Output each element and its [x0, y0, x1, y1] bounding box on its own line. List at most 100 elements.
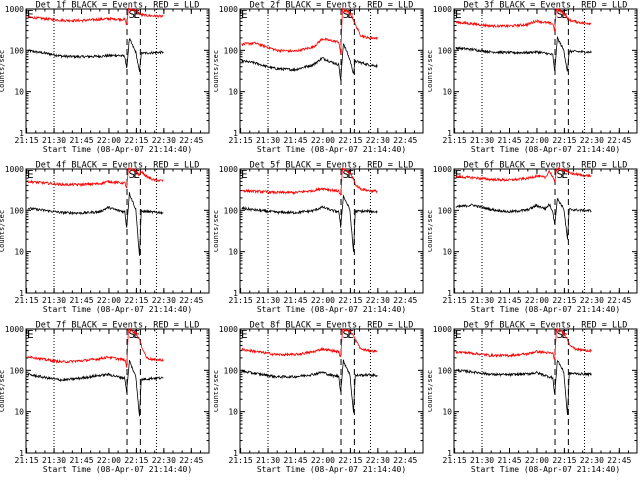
y-tick-label: 1	[447, 129, 452, 138]
x-tick-label: 21:15	[15, 296, 39, 305]
marker-e-label: E	[27, 8, 34, 21]
plot-frame	[453, 328, 638, 454]
y-axis-label: Counts/sec	[214, 50, 220, 92]
marker-e-label: E	[241, 168, 248, 181]
chart-panel-4: Det 4f BLACK = Events, RED = LLD 1 10 100 10…	[0, 161, 210, 314]
marker-s-label: S	[557, 168, 564, 181]
y-tick-label: 1	[233, 129, 238, 138]
x-tick-label: 22:30	[580, 456, 604, 465]
x-axis-label: Start Time (08-Apr-07 21:14:40)	[43, 465, 192, 474]
y-tick-label: 1	[233, 289, 238, 298]
chart-panel-8: Det 8f BLACK = Events, RED = LLD 1 10 100 10…	[214, 321, 424, 474]
events-series-line	[241, 43, 378, 81]
y-tick-label: 10	[442, 88, 452, 97]
events-series-line	[455, 360, 592, 416]
events-series-line	[241, 359, 378, 413]
marker-e-label: E	[27, 328, 34, 341]
y-tick-label: 10	[442, 248, 452, 257]
plot-frame	[239, 168, 424, 294]
y-tick-label: 1	[447, 289, 452, 298]
y-tick-label: 100	[224, 46, 239, 55]
x-tick-label: 22:45	[179, 296, 203, 305]
x-tick-label: 22:45	[393, 456, 417, 465]
y-axis-label: Counts/sec	[428, 50, 434, 92]
x-tick-label: 22:30	[580, 136, 604, 145]
x-tick-label: 22:30	[366, 296, 390, 305]
lld-series-line	[455, 7, 592, 32]
chart-title: Det 2f BLACK = Events, RED = LLD	[250, 1, 414, 11]
y-tick-label: 1	[19, 289, 24, 298]
x-tick-label: 21:45	[283, 456, 307, 465]
chart-panel-5: Det 5f BLACK = Events, RED = LLD 1 10 100 10…	[214, 161, 424, 314]
events-series-line	[241, 194, 378, 252]
chart-panel-2: Det 2f BLACK = Events, RED = LLD 1 10 100 10…	[214, 1, 424, 154]
y-tick-label: 100	[10, 366, 25, 375]
x-tick-label: 21:15	[15, 456, 39, 465]
x-tick-label: 21:45	[69, 456, 93, 465]
marker-s-label: S	[129, 328, 136, 341]
chart-title: Det 5f BLACK = Events, RED = LLD	[250, 161, 414, 171]
x-tick-label: 21:15	[443, 296, 467, 305]
y-tick-label: 1000	[219, 5, 238, 14]
x-tick-label: 22:45	[607, 136, 631, 145]
y-tick-label: 10	[442, 408, 452, 417]
x-tick-label: 21:15	[15, 136, 39, 145]
y-tick-label: 100	[438, 46, 453, 55]
lld-series-line	[455, 166, 592, 183]
chart-panel-6: Det 6f BLACK = Events, RED = LLD 1 10 100 10…	[428, 161, 638, 314]
x-tick-label: 21:45	[283, 296, 307, 305]
x-axis-label: Start Time (08-Apr-07 21:14:40)	[471, 465, 620, 474]
x-tick-label: 22:00	[525, 296, 549, 305]
plot-frame	[25, 8, 210, 134]
x-tick-label: 21:15	[229, 136, 253, 145]
y-tick-label: 10	[14, 248, 24, 257]
x-tick-label: 22:45	[607, 296, 631, 305]
chart-title: Det 1f BLACK = Events, RED = LLD	[36, 1, 200, 11]
lld-series-line	[27, 327, 164, 368]
x-tick-label: 21:30	[470, 456, 494, 465]
marker-e-label: E	[347, 328, 354, 341]
x-tick-label: 22:45	[179, 456, 203, 465]
x-tick-label: 22:15	[338, 136, 362, 145]
x-axis-label: Start Time (08-Apr-07 21:14:40)	[257, 305, 406, 314]
y-tick-label: 1	[19, 129, 24, 138]
x-tick-label: 22:15	[552, 456, 576, 465]
x-axis-label: Start Time (08-Apr-07 21:14:40)	[471, 305, 620, 314]
events-series-line	[455, 198, 592, 240]
x-tick-label: 22:15	[552, 136, 576, 145]
x-tick-label: 21:45	[69, 296, 93, 305]
y-tick-label: 1	[233, 449, 238, 458]
marker-s-label: S	[129, 168, 136, 181]
plot-frame	[25, 328, 210, 454]
x-tick-label: 22:00	[525, 136, 549, 145]
x-tick-label: 22:00	[311, 136, 335, 145]
plot-frame	[453, 8, 638, 134]
y-tick-label: 1000	[433, 165, 452, 174]
x-axis-label: Start Time (08-Apr-07 21:14:40)	[43, 305, 192, 314]
marker-e-label: E	[241, 8, 248, 21]
lld-series-line	[241, 328, 378, 357]
x-tick-label: 21:30	[470, 296, 494, 305]
marker-s-label: S	[343, 8, 350, 21]
x-tick-label: 22:00	[97, 136, 121, 145]
lld-series-line	[241, 7, 378, 55]
x-tick-label: 21:15	[229, 296, 253, 305]
x-tick-label: 21:30	[256, 456, 280, 465]
y-tick-label: 1000	[5, 5, 24, 14]
lld-series-line	[241, 167, 378, 196]
x-axis-label: Start Time (08-Apr-07 21:14:40)	[257, 145, 406, 154]
x-tick-label: 22:30	[152, 456, 176, 465]
y-tick-label: 10	[228, 248, 238, 257]
x-tick-label: 22:45	[179, 136, 203, 145]
y-tick-label: 100	[224, 366, 239, 375]
marker-s-label: S	[557, 328, 564, 341]
y-axis-label: Counts/sec	[0, 370, 6, 412]
chart-title: Det 6f BLACK = Events, RED = LLD	[464, 161, 628, 171]
x-tick-label: 22:00	[97, 296, 121, 305]
y-tick-label: 10	[14, 88, 24, 97]
marker-e-label: E	[455, 8, 462, 21]
x-tick-label: 21:45	[69, 136, 93, 145]
y-axis-label: Counts/sec	[214, 370, 220, 412]
x-tick-label: 21:15	[443, 456, 467, 465]
